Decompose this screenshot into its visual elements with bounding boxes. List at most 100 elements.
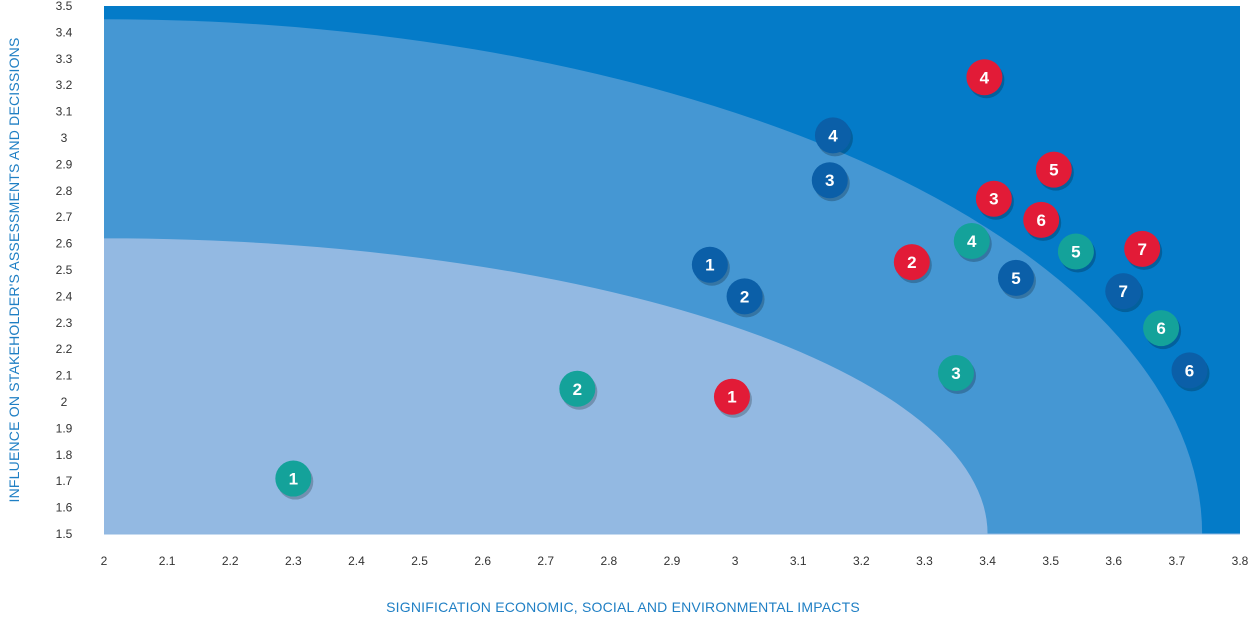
data-point: 6 (1143, 310, 1182, 350)
data-point: 5 (1057, 233, 1096, 273)
data-point-marker (893, 244, 930, 281)
data-point-label: 7 (1137, 240, 1146, 259)
x-tick-label: 3 (732, 554, 739, 568)
x-tick-label: 2.7 (537, 554, 554, 568)
data-point-marker (1057, 233, 1094, 270)
y-tick-label: 1.5 (56, 527, 73, 541)
data-point-label: 2 (573, 380, 582, 399)
data-point: 5 (1035, 151, 1074, 191)
data-point-label: 5 (1011, 269, 1020, 288)
data-points: 1 2 3 4 5 6 1 2 3 4 5 6 7 1 2 3 4 5 6 7 (275, 59, 1210, 500)
y-tick-label: 3.3 (56, 52, 73, 66)
data-point-marker (814, 117, 851, 154)
x-tick-label: 3.3 (916, 554, 933, 568)
data-point-marker (1171, 352, 1208, 389)
data-point: 6 (1023, 201, 1062, 241)
data-point-marker (275, 460, 312, 497)
x-tick-label: 2.2 (222, 554, 239, 568)
data-point: 7 (1105, 273, 1144, 313)
y-axis-title: INFLUENCE ON STAKEHOLDER'S ASSESSMENTS A… (6, 37, 22, 502)
y-tick-label: 2.9 (56, 157, 73, 171)
data-point-label: 2 (907, 253, 916, 272)
data-point-marker (559, 370, 596, 407)
data-point-label: 1 (727, 388, 736, 407)
x-tick-label: 2 (101, 554, 108, 568)
data-point-label: 4 (967, 232, 977, 251)
data-point-label: 7 (1119, 282, 1128, 301)
y-tick-label: 2.7 (56, 210, 73, 224)
y-tick-label: 1.9 (56, 421, 73, 435)
y-tick-label: 2.5 (56, 263, 73, 277)
data-point: 4 (953, 222, 992, 262)
background-zones (104, 6, 1240, 534)
data-point: 4 (814, 117, 853, 157)
y-tick-label: 2 (61, 395, 68, 409)
y-tick-label: 3.1 (56, 105, 73, 119)
data-point: 3 (975, 180, 1014, 220)
data-point-marker (726, 278, 763, 315)
data-point: 1 (713, 378, 752, 418)
x-tick-label: 3.1 (790, 554, 807, 568)
data-point: 5 (997, 259, 1036, 299)
data-point-label: 4 (828, 126, 838, 145)
y-tick-label: 2.8 (56, 184, 73, 198)
data-point: 3 (811, 162, 850, 202)
y-tick-label: 2.2 (56, 342, 73, 356)
data-point-label: 2 (740, 287, 749, 306)
data-point: 7 (1124, 230, 1163, 270)
x-tick-label: 3.5 (1042, 554, 1059, 568)
y-tick-label: 2.6 (56, 237, 73, 251)
x-tick-label: 3.2 (853, 554, 870, 568)
x-tick-label: 2.5 (411, 554, 428, 568)
data-point-marker (1124, 230, 1161, 267)
x-tick-label: 2.3 (285, 554, 302, 568)
data-point-marker (1035, 151, 1072, 188)
data-point: 2 (893, 244, 932, 284)
data-point: 1 (275, 460, 314, 500)
data-point-label: 3 (825, 171, 834, 190)
data-point-label: 1 (289, 470, 298, 489)
data-point-marker (713, 378, 750, 415)
data-point: 1 (691, 246, 730, 286)
x-tick-label: 3.7 (1169, 554, 1186, 568)
data-point-label: 1 (705, 256, 714, 275)
y-tick-label: 3.4 (56, 25, 73, 39)
y-tick-label: 2.3 (56, 316, 73, 330)
data-point-label: 3 (989, 190, 998, 209)
y-tick-label: 3.2 (56, 78, 73, 92)
y-tick-label: 3 (61, 131, 68, 145)
data-point: 4 (966, 59, 1005, 99)
x-tick-label: 2.9 (664, 554, 681, 568)
data-point-marker (1105, 273, 1142, 310)
x-axis-ticks: 2 2.1 2.2 2.3 2.4 2.5 2.6 2.7 2.8 2.9 3 3.1 3.2 3.3 3.… (101, 554, 1249, 568)
data-point-marker (975, 180, 1012, 217)
x-tick-label: 2.8 (601, 554, 618, 568)
data-point: 3 (938, 354, 976, 394)
data-point-marker (811, 162, 848, 199)
y-tick-label: 3.5 (56, 0, 73, 13)
zone-1 (104, 238, 988, 534)
y-axis-ticks: 1.5 1.6 1.7 1.8 1.9 2 2.1 2.2 2.3 2.4 2.5 2.6 2.7 2.8… (56, 0, 73, 541)
x-tick-label: 2.4 (348, 554, 365, 568)
data-point-marker (953, 222, 990, 259)
data-point-label: 4 (980, 68, 990, 87)
x-tick-label: 2.1 (159, 554, 176, 568)
data-point: 2 (559, 370, 598, 410)
x-tick-label: 3.4 (979, 554, 996, 568)
data-point-label: 3 (951, 364, 960, 383)
data-point-marker (1143, 310, 1180, 347)
data-point-marker (997, 259, 1034, 296)
data-point: 2 (726, 278, 765, 318)
data-point-label: 6 (1156, 319, 1165, 338)
data-point-marker (1023, 201, 1060, 238)
y-tick-label: 2.4 (56, 289, 73, 303)
data-point-label: 6 (1036, 211, 1045, 230)
x-tick-label: 2.6 (474, 554, 491, 568)
data-point-label: 5 (1049, 161, 1058, 180)
y-tick-label: 2.1 (56, 369, 73, 383)
data-point-label: 5 (1071, 243, 1080, 262)
x-axis-title: SIGNIFICATION ECONOMIC, SOCIAL AND ENVIR… (386, 599, 860, 615)
data-point-marker (691, 246, 728, 283)
y-tick-label: 1.8 (56, 448, 73, 462)
